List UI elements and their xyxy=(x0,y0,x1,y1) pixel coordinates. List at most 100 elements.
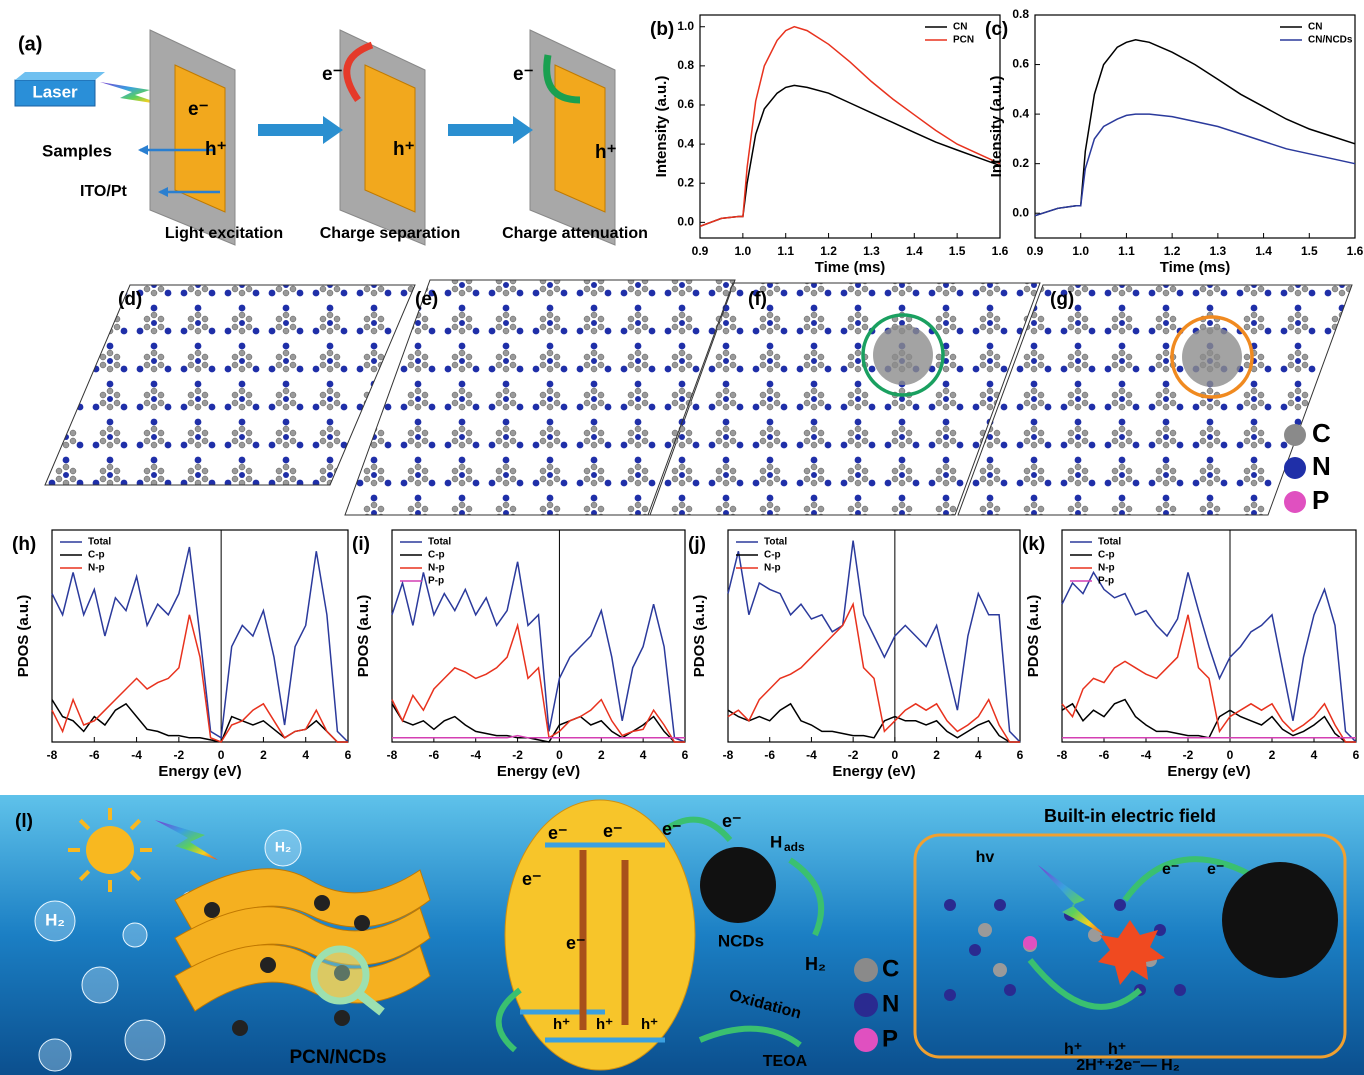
panel-label: (f) xyxy=(748,289,767,310)
panel-label: (j) xyxy=(688,534,706,555)
n-atom xyxy=(969,944,981,956)
series-line xyxy=(392,704,685,742)
x-tick-label: -2 xyxy=(174,748,185,762)
x-tick-label: 0 xyxy=(556,748,563,762)
series-line xyxy=(52,547,348,742)
y-tick-label: 0.4 xyxy=(1012,106,1029,120)
hole: h⁺ xyxy=(205,139,227,160)
panel-label: (b) xyxy=(650,19,674,40)
legend-label: C-p xyxy=(1098,550,1115,561)
x-tick-label: 1.1 xyxy=(1118,244,1135,258)
electron: e⁻ xyxy=(322,64,343,85)
bubble xyxy=(39,1039,71,1071)
ncd-particle xyxy=(1222,862,1338,978)
series-line xyxy=(700,27,1000,227)
series-line xyxy=(700,85,1000,226)
ncds-label: NCDs xyxy=(718,931,764,950)
ncd xyxy=(232,1020,248,1036)
y-axis-label: PDOS (a.u.) xyxy=(355,595,372,678)
atom-legend xyxy=(854,958,878,982)
samples-label: Samples xyxy=(42,141,112,160)
laser-label: Laser xyxy=(32,82,78,101)
x-tick-label: 6 xyxy=(1017,748,1024,762)
electron: e⁻ xyxy=(513,64,534,85)
electron: e⁻ xyxy=(1162,861,1179,878)
x-tick-label: 4 xyxy=(1311,748,1318,762)
x-tick-label: -8 xyxy=(1057,748,1068,762)
x-tick-label: 2 xyxy=(260,748,267,762)
x-tick-label: 0.9 xyxy=(692,244,709,258)
x-tick-label: 6 xyxy=(682,748,689,762)
legend-label: C-p xyxy=(88,550,105,561)
x-tick-label: 1.5 xyxy=(1301,244,1318,258)
legend-label: Total xyxy=(1098,537,1121,548)
electron: e⁻ xyxy=(1207,861,1224,878)
sun xyxy=(86,826,134,874)
h2-label: H₂ xyxy=(805,954,826,974)
x-tick-label: 0 xyxy=(892,748,899,762)
x-tick-label: -6 xyxy=(764,748,775,762)
legend-label: N-p xyxy=(764,563,781,574)
panel-label: (a) xyxy=(18,33,42,55)
ncd xyxy=(354,915,370,931)
x-tick-label: -4 xyxy=(470,748,481,762)
series-line xyxy=(392,625,685,742)
x-tick-label: -2 xyxy=(848,748,859,762)
x-tick-label: 0 xyxy=(1227,748,1234,762)
legend-label: C xyxy=(1312,418,1331,448)
panel-label: (c) xyxy=(985,19,1008,40)
series-line xyxy=(52,700,348,742)
atom-legend xyxy=(1284,457,1306,479)
electron: e⁻ xyxy=(566,933,586,953)
hads-label: H xyxy=(770,832,782,851)
n-atom xyxy=(1004,984,1016,996)
panel-label: (l) xyxy=(15,811,33,832)
x-tick-label: 1.4 xyxy=(906,244,923,258)
x-tick-label: 1.4 xyxy=(1255,244,1272,258)
y-tick-label: 0.4 xyxy=(677,136,694,150)
x-axis-label: Energy (eV) xyxy=(497,763,580,780)
legend-label: N xyxy=(882,990,899,1017)
series-line xyxy=(392,562,685,742)
n-atom xyxy=(994,899,1006,911)
ncd xyxy=(260,957,276,973)
lattice xyxy=(45,285,415,485)
x-tick-label: -8 xyxy=(723,748,734,762)
caption: Charge attenuation xyxy=(502,225,648,242)
atom-legend xyxy=(1284,424,1306,446)
legend-label: Total xyxy=(764,537,787,548)
ito-label: ITO/Pt xyxy=(80,183,127,200)
y-axis-label: Intensity (a.u.) xyxy=(653,76,670,178)
y-axis-label: PDOS (a.u.) xyxy=(1025,595,1042,678)
c-atom xyxy=(993,963,1007,977)
c-atom xyxy=(978,923,992,937)
legend-label: C-p xyxy=(428,550,445,561)
plot-frame xyxy=(1035,15,1355,238)
ncd-particle xyxy=(700,847,776,923)
y-tick-label: 0.2 xyxy=(1012,156,1029,170)
y-tick-label: 0.0 xyxy=(1012,205,1029,219)
x-tick-label: 0.9 xyxy=(1027,244,1044,258)
x-tick-label: 1.1 xyxy=(777,244,794,258)
hole: h⁺ xyxy=(595,142,617,163)
legend-label: P xyxy=(882,1025,898,1052)
legend-label: N-p xyxy=(88,563,105,574)
process-arrow xyxy=(448,116,533,144)
electron: e⁻ xyxy=(662,819,682,839)
x-tick-label: 1.0 xyxy=(735,244,752,258)
x-tick-label: 1.5 xyxy=(949,244,966,258)
hole: h⁺ xyxy=(1064,1041,1082,1058)
material-label: PCN/NCDs xyxy=(289,1047,386,1068)
electron: e⁻ xyxy=(522,869,542,889)
x-tick-label: -4 xyxy=(131,748,142,762)
electron: e⁻ xyxy=(188,99,209,120)
x-tick-label: -2 xyxy=(1183,748,1194,762)
ncd xyxy=(334,1010,350,1026)
ncd xyxy=(204,902,220,918)
x-tick-label: 6 xyxy=(345,748,352,762)
bubble xyxy=(125,1020,165,1060)
bubble xyxy=(82,967,118,1003)
legend-label: P-p xyxy=(1098,576,1114,587)
legend-label: Total xyxy=(88,537,111,548)
x-tick-label: 2 xyxy=(1269,748,1276,762)
